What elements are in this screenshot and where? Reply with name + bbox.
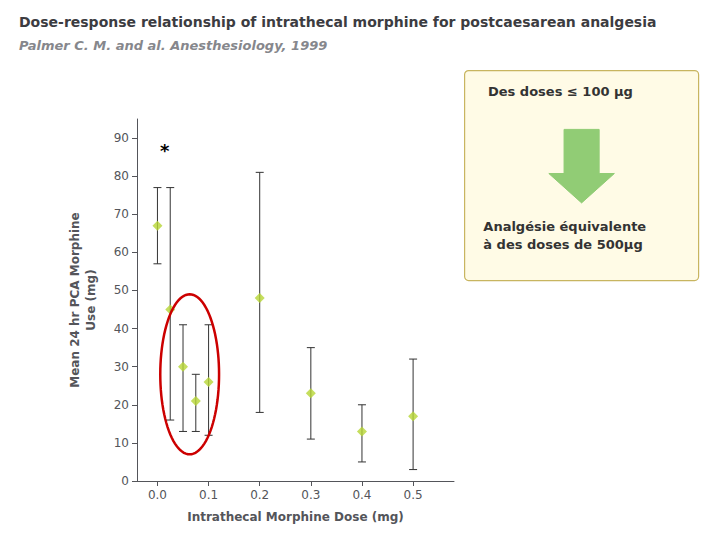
svg-text:60: 60 bbox=[114, 245, 129, 259]
svg-text:à des doses de 500μg: à des doses de 500μg bbox=[483, 237, 642, 252]
svg-text:Mean 24 hr PCA Morphine: Mean 24 hr PCA Morphine bbox=[68, 212, 82, 388]
svg-text:Intrathecal Morphine Dose (mg): Intrathecal Morphine Dose (mg) bbox=[187, 510, 404, 524]
svg-text:70: 70 bbox=[114, 207, 129, 221]
svg-text:0.1: 0.1 bbox=[199, 488, 218, 502]
svg-text:40: 40 bbox=[114, 322, 129, 336]
svg-text:0: 0 bbox=[121, 474, 129, 488]
svg-text:30: 30 bbox=[114, 360, 129, 374]
svg-text:20: 20 bbox=[114, 398, 129, 412]
svg-text:0.3: 0.3 bbox=[301, 488, 320, 502]
svg-text:0.2: 0.2 bbox=[250, 488, 269, 502]
svg-text:50: 50 bbox=[114, 283, 129, 297]
svg-text:Use (mg): Use (mg) bbox=[84, 269, 98, 330]
svg-text:Analgésie équivalente: Analgésie équivalente bbox=[483, 219, 646, 234]
svg-text:80: 80 bbox=[114, 169, 129, 183]
svg-text:0.5: 0.5 bbox=[404, 488, 423, 502]
svg-text:10: 10 bbox=[114, 436, 129, 450]
svg-text:Dose-response relationship of: Dose-response relationship of intratheca… bbox=[19, 14, 656, 30]
svg-text:0.0: 0.0 bbox=[148, 488, 167, 502]
svg-text:*: * bbox=[160, 140, 170, 161]
svg-text:0.4: 0.4 bbox=[352, 488, 371, 502]
svg-text:Palmer C. M. and al. Anesthesi: Palmer C. M. and al. Anesthesiology, 199… bbox=[19, 38, 327, 53]
svg-text:Des doses ≤ 100 μg: Des doses ≤ 100 μg bbox=[488, 84, 633, 99]
svg-text:90: 90 bbox=[114, 131, 129, 145]
